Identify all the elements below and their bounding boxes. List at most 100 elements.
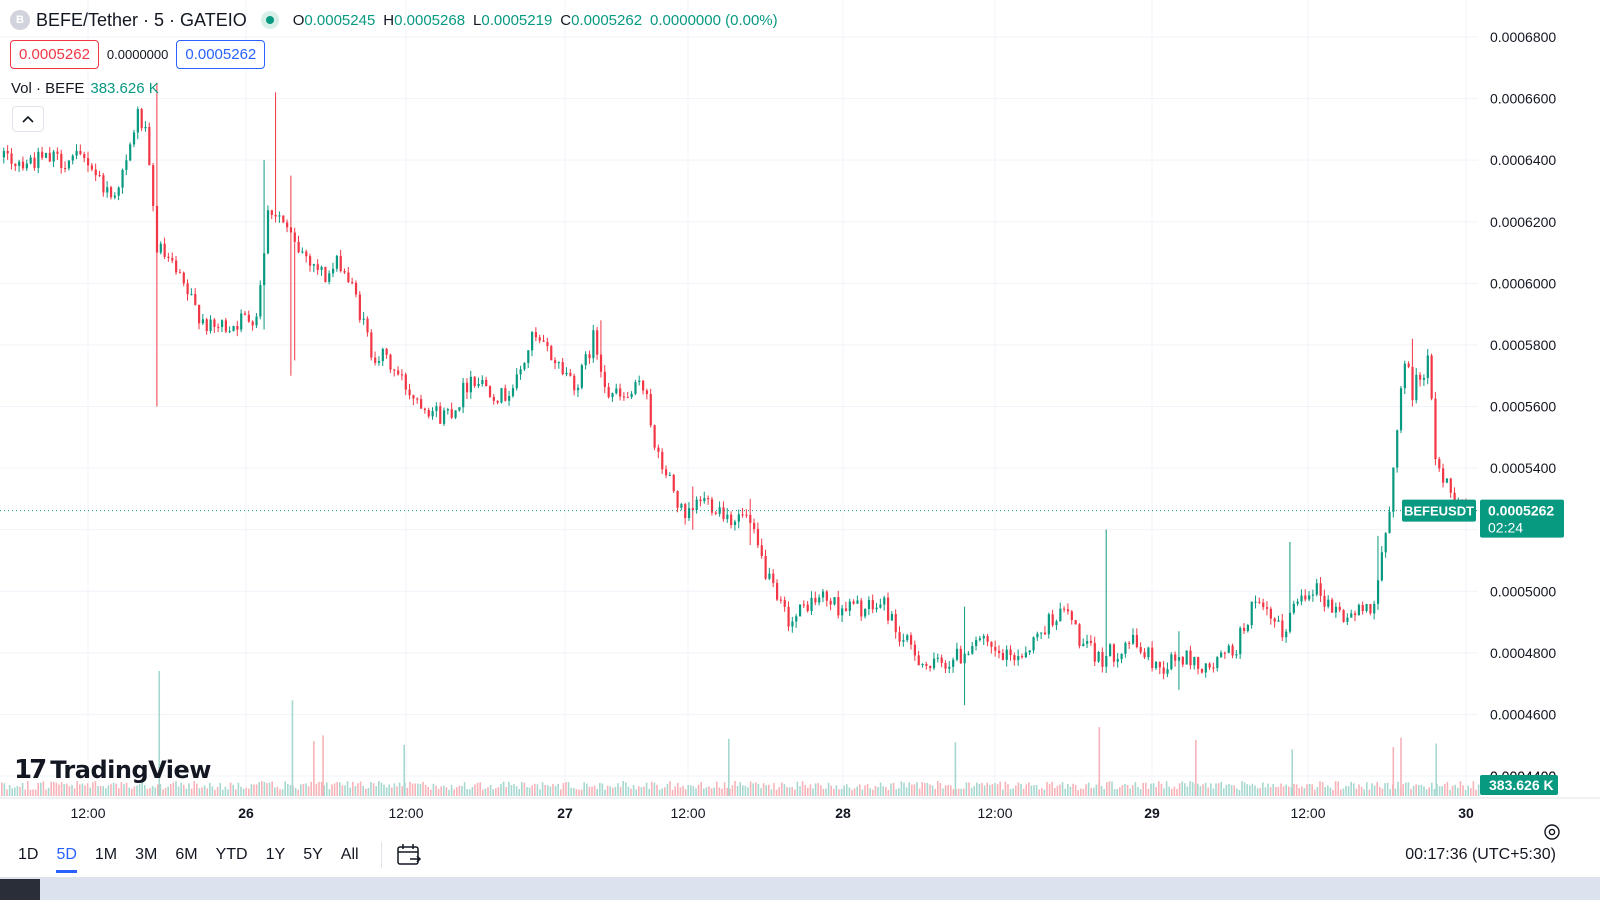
volume-bar	[1165, 781, 1168, 796]
candle-body	[10, 153, 13, 164]
volume-bar	[27, 781, 29, 796]
clock-timezone[interactable]: 00:17:36 (UTC+5:30)	[1405, 846, 1556, 863]
range-button-ytd[interactable]: YTD	[215, 846, 248, 863]
range-button-5y[interactable]: 5Y	[303, 846, 323, 863]
volume-bar	[1366, 782, 1368, 796]
candle-body	[209, 319, 212, 332]
volume-bar	[619, 786, 622, 796]
volume-bar	[734, 781, 736, 796]
range-button-all[interactable]: All	[340, 846, 359, 863]
volume-bar	[947, 784, 949, 796]
volume-bar	[1147, 788, 1150, 796]
candle-body	[1388, 511, 1391, 534]
volume-bar	[268, 782, 271, 796]
candle-body	[94, 169, 97, 176]
volume-bar	[718, 787, 721, 796]
volume-bar	[911, 784, 913, 796]
calendar-icon[interactable]	[396, 843, 422, 867]
volume-bar	[1056, 785, 1059, 796]
candle-body	[653, 425, 656, 448]
candle-body	[175, 260, 178, 273]
volume-bar	[1119, 787, 1121, 796]
volume-bar	[1012, 788, 1014, 796]
market-status-icon[interactable]	[260, 11, 279, 29]
candle-body	[576, 387, 580, 391]
range-button-1d[interactable]: 1D	[18, 846, 39, 863]
price-tick-label: 0.0006400	[1490, 152, 1556, 168]
candle-body	[1445, 478, 1449, 483]
volume-bar	[939, 783, 942, 796]
symbol-title[interactable]: BEFE/Tether · 5 · GATEIO	[36, 9, 247, 30]
volume-legend[interactable]: Vol · BEFE 383.626 K	[11, 80, 159, 97]
range-button-1m[interactable]: 1M	[94, 846, 118, 863]
volume-spike-bar	[1194, 740, 1197, 796]
sell-price-button[interactable]: 0.0005262	[10, 40, 99, 69]
candle-body	[496, 400, 499, 403]
volume-bar	[263, 782, 266, 796]
volume-bar	[302, 784, 305, 796]
volume-bar	[1111, 781, 1113, 796]
volume-bar	[149, 788, 151, 796]
candle-body	[1415, 374, 1418, 401]
volume-bar	[1358, 784, 1360, 796]
volume-bar	[528, 787, 531, 796]
candle-body	[1235, 654, 1238, 656]
volume-bar	[1345, 785, 1347, 796]
candle-body	[1116, 659, 1119, 662]
volume-bar	[1145, 782, 1147, 796]
volume-bar	[1035, 785, 1038, 796]
volume-bar	[1402, 784, 1404, 796]
volume-bar	[1155, 787, 1157, 796]
candle-body	[198, 304, 201, 324]
candle-body	[1216, 657, 1219, 669]
volume-bar	[965, 782, 968, 796]
volume-bar	[411, 783, 414, 796]
footer-tab[interactable]	[0, 879, 40, 900]
volume-bar	[219, 783, 221, 796]
volume-bar	[300, 784, 302, 796]
volume-bar	[1228, 783, 1230, 796]
range-button-3m[interactable]: 3M	[135, 846, 158, 863]
volume-bar	[968, 782, 970, 796]
candle-body	[921, 664, 924, 666]
price-axis[interactable]: 0.0006800 0.0006600 0.0006400 0.0006200 0.00…	[1490, 29, 1556, 784]
volume-bar	[1384, 783, 1386, 796]
collapse-legend-button[interactable]	[12, 106, 44, 132]
range-button-6m[interactable]: 6M	[175, 846, 198, 863]
volume-bar	[861, 789, 864, 796]
volume-bar	[1017, 782, 1020, 796]
tradingview-logo[interactable]: 17 TradingView	[14, 755, 211, 785]
time-axis[interactable]: 12:00 26 12:00 27 12:00 28 12:00 29 12:00 30	[70, 805, 1474, 821]
candle-body	[906, 635, 909, 641]
volume-bar	[760, 788, 762, 796]
volume-bar	[866, 783, 869, 796]
volume-bar	[1176, 789, 1178, 796]
volume-bar	[747, 787, 749, 796]
buy-price-button[interactable]: 0.0005262	[176, 40, 266, 69]
volume-bar	[144, 785, 146, 796]
candle-body	[1009, 649, 1012, 656]
volume-bar	[534, 783, 536, 796]
candle-body	[1296, 601, 1299, 604]
candle-body	[1453, 492, 1456, 502]
symbol-tag-label: BEFEUSDT	[1404, 504, 1474, 519]
range-button-5d[interactable]: 5D	[56, 846, 78, 873]
volume-bar	[573, 788, 575, 796]
volume-bar	[1464, 789, 1467, 796]
candle-body	[465, 382, 469, 393]
candle-body	[328, 273, 331, 282]
volume-bar	[185, 788, 188, 796]
volume-bar	[1015, 785, 1017, 796]
candle-body	[163, 243, 166, 257]
volume-bar	[755, 782, 757, 796]
range-button-1y[interactable]: 1Y	[265, 846, 286, 863]
settings-gear-icon[interactable]	[1544, 824, 1560, 840]
volume-bar	[1189, 781, 1191, 796]
candle-body	[339, 255, 342, 272]
volume-bar	[383, 784, 385, 796]
candle-body	[814, 597, 817, 603]
candle-body	[343, 271, 346, 273]
price-tick-label: 0.0005000	[1490, 583, 1556, 599]
volume-bar	[1438, 786, 1441, 796]
